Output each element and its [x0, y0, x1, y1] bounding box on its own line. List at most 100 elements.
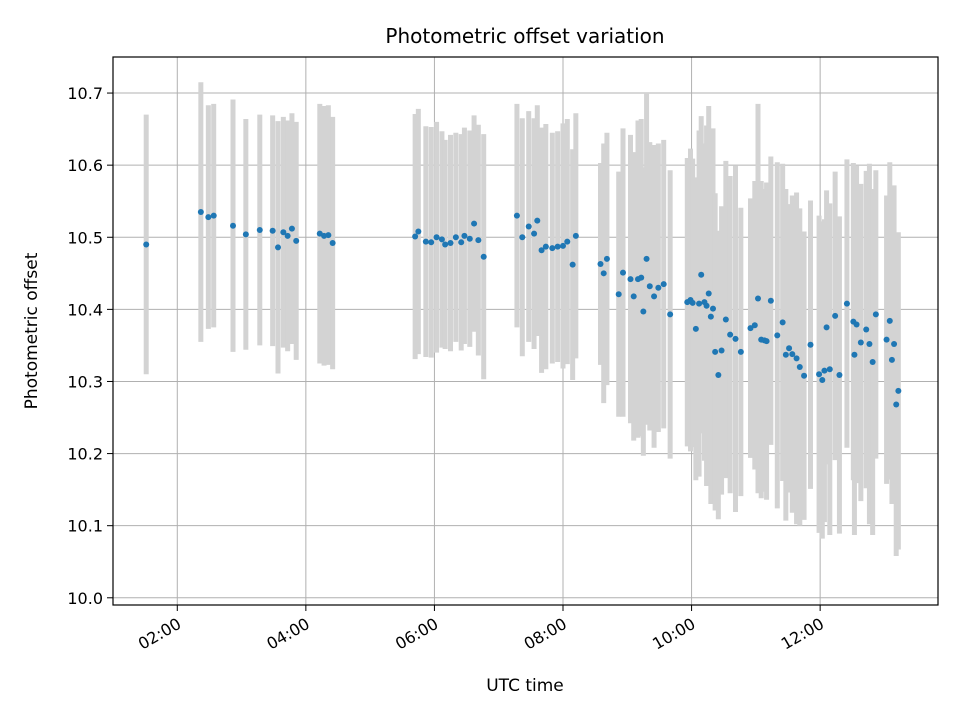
data-point — [703, 302, 710, 309]
data-point — [857, 339, 864, 346]
y-tick-label: 10.2 — [67, 445, 103, 464]
data-point — [851, 351, 858, 358]
data-point — [886, 317, 893, 324]
data-point — [893, 401, 900, 408]
data-point — [572, 232, 579, 239]
data-point — [542, 243, 549, 250]
data-point — [288, 225, 295, 232]
data-point — [603, 255, 610, 262]
data-point — [891, 340, 898, 347]
data-point — [763, 338, 770, 345]
data-point — [786, 345, 793, 352]
data-point — [747, 325, 754, 332]
data-point — [205, 214, 212, 221]
y-axis-label: Photometric offset — [22, 252, 42, 409]
data-point — [710, 305, 716, 312]
data-point — [883, 336, 890, 343]
data-point — [452, 234, 459, 241]
data-point — [549, 245, 556, 252]
data-point — [782, 351, 789, 358]
data-point — [569, 261, 576, 268]
data-point — [660, 281, 667, 288]
data-point — [630, 293, 637, 300]
data-point — [696, 300, 703, 307]
data-point — [646, 283, 653, 290]
data-point — [638, 274, 645, 281]
data-point — [210, 212, 217, 219]
data-point — [826, 366, 833, 373]
data-point — [872, 311, 879, 318]
data-point — [513, 212, 520, 219]
data-point — [325, 232, 332, 239]
data-point — [600, 270, 607, 277]
data-point — [832, 312, 839, 319]
data-point — [737, 348, 744, 355]
data-point — [275, 244, 281, 251]
data-point — [853, 321, 860, 328]
y-tick-label: 10.1 — [67, 517, 103, 536]
data-points — [143, 209, 902, 408]
data-point — [667, 311, 674, 318]
data-point — [412, 233, 419, 240]
data-point — [801, 372, 808, 379]
data-point — [329, 240, 336, 247]
data-point — [560, 242, 566, 249]
y-tick-label: 10.4 — [67, 300, 103, 319]
data-point — [256, 227, 263, 234]
data-point — [816, 371, 823, 378]
data-point — [807, 341, 814, 348]
data-point — [718, 347, 725, 354]
data-point — [707, 313, 714, 320]
data-point — [230, 222, 236, 229]
data-point — [640, 308, 647, 315]
data-point — [269, 227, 276, 234]
data-point — [197, 209, 204, 216]
data-point — [428, 239, 435, 246]
data-point — [796, 364, 803, 371]
y-tick-label: 10.3 — [67, 372, 103, 391]
data-point — [692, 325, 699, 332]
data-point — [789, 351, 796, 358]
data-point — [438, 236, 445, 243]
data-point — [415, 228, 422, 235]
data-point — [819, 377, 826, 384]
data-point — [480, 253, 487, 260]
data-point — [519, 234, 526, 241]
data-point — [284, 232, 291, 239]
data-point — [433, 234, 440, 241]
data-point — [866, 340, 873, 347]
data-point — [643, 255, 650, 262]
data-point — [627, 276, 634, 283]
data-point — [655, 284, 662, 291]
data-point — [475, 237, 482, 244]
data-point — [531, 230, 538, 237]
data-point — [466, 235, 473, 242]
data-point — [615, 291, 622, 298]
y-tick-label: 10.0 — [67, 589, 103, 608]
data-point — [447, 240, 454, 247]
data-point — [779, 319, 786, 326]
x-axis-label: UTC time — [486, 676, 564, 696]
data-point — [895, 387, 902, 394]
data-point — [821, 367, 828, 374]
data-point — [689, 299, 696, 306]
data-point — [651, 293, 658, 300]
y-tick-label: 10.5 — [67, 228, 103, 247]
data-point — [422, 238, 429, 245]
data-point — [755, 295, 761, 302]
data-point — [712, 348, 719, 355]
data-point — [698, 271, 705, 278]
data-point — [727, 331, 734, 338]
chart-title: Photometric offset variation — [385, 24, 664, 48]
data-point — [143, 241, 150, 248]
data-point — [793, 355, 800, 362]
y-tick-label: 10.6 — [67, 156, 103, 175]
data-point — [525, 223, 532, 230]
data-point — [863, 326, 870, 333]
data-point — [442, 241, 449, 248]
data-point — [767, 297, 774, 304]
data-point — [471, 220, 478, 227]
data-point — [732, 335, 739, 342]
data-point — [242, 231, 249, 238]
